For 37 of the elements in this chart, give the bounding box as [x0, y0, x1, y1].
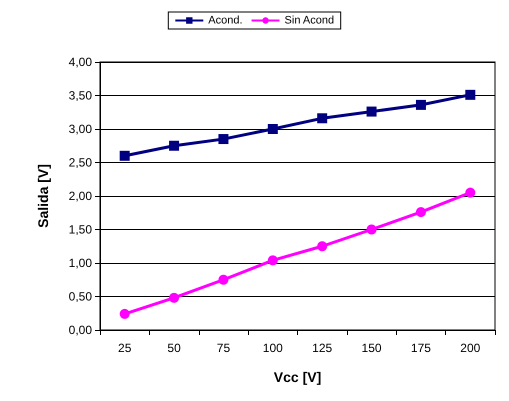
x-tick-label: 175 — [410, 341, 432, 355]
y-tick-label: 2,00 — [68, 189, 92, 203]
y-tick-label: 1,50 — [68, 222, 92, 236]
point — [465, 90, 476, 100]
point — [465, 188, 476, 198]
legend-label: Sin Acond — [284, 14, 334, 26]
y-tick-label: 0,00 — [68, 323, 92, 337]
point — [416, 207, 426, 218]
point — [317, 113, 328, 124]
point — [317, 241, 328, 252]
y-tick-label: 3,50 — [68, 88, 92, 102]
point — [120, 150, 130, 161]
y-tick-label: 4,00 — [68, 55, 92, 69]
x-tick-label: 75 — [216, 341, 230, 355]
point — [120, 308, 130, 319]
point — [169, 140, 180, 151]
x-tick-label: 200 — [460, 341, 481, 355]
x-tick-label: 125 — [312, 341, 333, 355]
x-tick-label: 25 — [118, 341, 132, 355]
point — [366, 224, 377, 234]
y-axis-title: Salida [V] — [35, 164, 51, 228]
point — [218, 274, 228, 285]
y-tick-label: 3,00 — [68, 122, 92, 136]
point — [218, 134, 228, 144]
x-tick-label: 50 — [167, 341, 182, 355]
y-tick-label: 0,50 — [68, 290, 92, 304]
point — [366, 106, 377, 117]
x-axis-title: Vcc [V] — [274, 369, 322, 385]
point — [169, 292, 180, 303]
y-tick-label: 2,50 — [68, 156, 92, 170]
point — [268, 124, 278, 134]
point — [416, 100, 426, 110]
legend-label: Acond. — [208, 14, 243, 26]
x-tick-label: 150 — [362, 341, 382, 355]
x-tick-label: 100 — [262, 341, 284, 355]
y-tick-label: 1,00 — [68, 256, 92, 270]
point — [268, 255, 278, 266]
